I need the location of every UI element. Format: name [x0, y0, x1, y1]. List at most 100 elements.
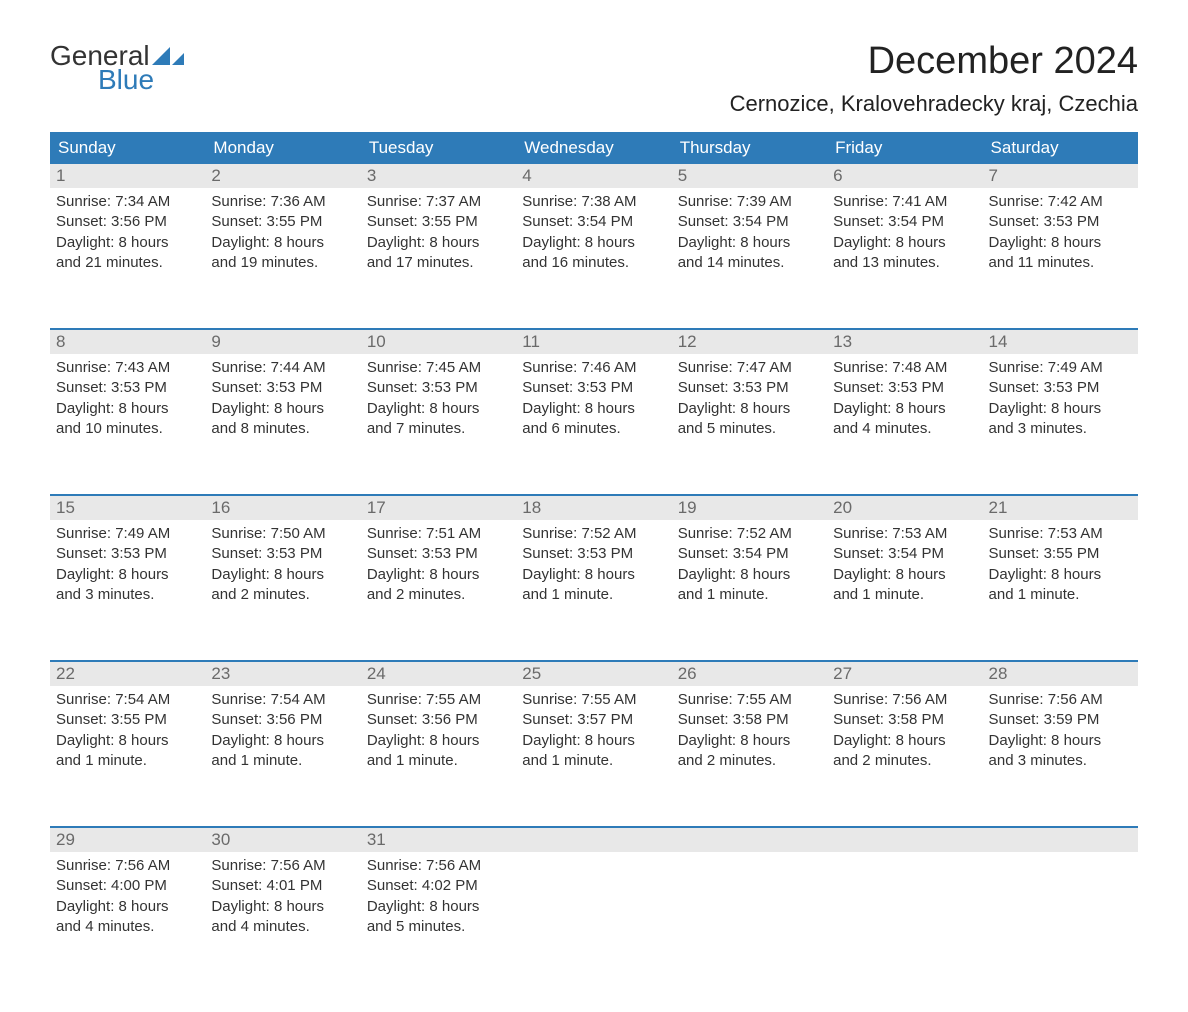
day-number: 31: [361, 828, 516, 852]
day-number: [672, 828, 827, 852]
sunset-text: Sunset: 3:53 PM: [522, 544, 665, 564]
day-content: Sunrise: 7:39 AMSunset: 3:54 PMDaylight:…: [672, 188, 827, 277]
daylight-line1: Daylight: 8 hours: [367, 731, 510, 751]
daylight-line2: and 1 minute.: [211, 751, 354, 771]
sunset-text: Sunset: 3:58 PM: [678, 710, 821, 730]
day-cell: Sunrise: 7:52 AMSunset: 3:53 PMDaylight:…: [516, 520, 671, 640]
day-number: 2: [205, 164, 360, 188]
daylight-line2: and 3 minutes.: [989, 419, 1132, 439]
daylight-line2: and 1 minute.: [522, 751, 665, 771]
week-row: 15161718192021Sunrise: 7:49 AMSunset: 3:…: [50, 494, 1138, 640]
day-content: Sunrise: 7:44 AMSunset: 3:53 PMDaylight:…: [205, 354, 360, 443]
daylight-line1: Daylight: 8 hours: [211, 897, 354, 917]
logo-arrow-icon: [152, 43, 184, 70]
day-cell: [983, 852, 1138, 972]
day-number: 25: [516, 662, 671, 686]
daylight-line1: Daylight: 8 hours: [678, 399, 821, 419]
sunrise-text: Sunrise: 7:55 AM: [367, 690, 510, 710]
daylight-line2: and 1 minute.: [367, 751, 510, 771]
daylight-line1: Daylight: 8 hours: [367, 897, 510, 917]
daylight-line1: Daylight: 8 hours: [211, 731, 354, 751]
daylight-line2: and 16 minutes.: [522, 253, 665, 273]
day-cell: Sunrise: 7:45 AMSunset: 3:53 PMDaylight:…: [361, 354, 516, 474]
day-number: [983, 828, 1138, 852]
day-cell: Sunrise: 7:53 AMSunset: 3:54 PMDaylight:…: [827, 520, 982, 640]
daylight-line1: Daylight: 8 hours: [522, 565, 665, 585]
daylight-line1: Daylight: 8 hours: [522, 233, 665, 253]
day-content: Sunrise: 7:41 AMSunset: 3:54 PMDaylight:…: [827, 188, 982, 277]
daylight-line1: Daylight: 8 hours: [833, 565, 976, 585]
logo-text-blue: Blue: [98, 64, 154, 96]
header: General Blue December 2024 Cernozice, Kr…: [50, 40, 1138, 117]
daylight-line1: Daylight: 8 hours: [989, 399, 1132, 419]
week-number-row: 1234567: [50, 164, 1138, 188]
day-cell: [672, 852, 827, 972]
day-number: 28: [983, 662, 1138, 686]
daylight-line2: and 4 minutes.: [56, 917, 199, 937]
day-cell: Sunrise: 7:43 AMSunset: 3:53 PMDaylight:…: [50, 354, 205, 474]
daylight-line2: and 1 minute.: [833, 585, 976, 605]
day-number: 14: [983, 330, 1138, 354]
day-number: 3: [361, 164, 516, 188]
daylight-line1: Daylight: 8 hours: [56, 399, 199, 419]
sunset-text: Sunset: 3:55 PM: [367, 212, 510, 232]
daylight-line2: and 5 minutes.: [367, 917, 510, 937]
sunrise-text: Sunrise: 7:56 AM: [989, 690, 1132, 710]
sunset-text: Sunset: 3:54 PM: [678, 212, 821, 232]
daylight-line1: Daylight: 8 hours: [522, 731, 665, 751]
sunset-text: Sunset: 3:54 PM: [522, 212, 665, 232]
sunrise-text: Sunrise: 7:53 AM: [833, 524, 976, 544]
day-header-tuesday: Tuesday: [361, 132, 516, 164]
day-header-monday: Monday: [205, 132, 360, 164]
sunset-text: Sunset: 3:53 PM: [56, 544, 199, 564]
daylight-line2: and 2 minutes.: [211, 585, 354, 605]
day-header-thursday: Thursday: [672, 132, 827, 164]
sunset-text: Sunset: 3:53 PM: [678, 378, 821, 398]
day-content: Sunrise: 7:52 AMSunset: 3:54 PMDaylight:…: [672, 520, 827, 609]
day-header-friday: Friday: [827, 132, 982, 164]
day-number: 17: [361, 496, 516, 520]
week-number-row: 891011121314: [50, 330, 1138, 354]
day-cell: Sunrise: 7:56 AMSunset: 3:58 PMDaylight:…: [827, 686, 982, 806]
day-content: Sunrise: 7:54 AMSunset: 3:56 PMDaylight:…: [205, 686, 360, 775]
day-content: Sunrise: 7:48 AMSunset: 3:53 PMDaylight:…: [827, 354, 982, 443]
week-row: 1234567Sunrise: 7:34 AMSunset: 3:56 PMDa…: [50, 164, 1138, 308]
day-content: Sunrise: 7:49 AMSunset: 3:53 PMDaylight:…: [50, 520, 205, 609]
day-number: 13: [827, 330, 982, 354]
daylight-line1: Daylight: 8 hours: [211, 399, 354, 419]
daylight-line1: Daylight: 8 hours: [56, 731, 199, 751]
sunrise-text: Sunrise: 7:50 AM: [211, 524, 354, 544]
daylight-line2: and 19 minutes.: [211, 253, 354, 273]
sunset-text: Sunset: 4:00 PM: [56, 876, 199, 896]
day-content: Sunrise: 7:36 AMSunset: 3:55 PMDaylight:…: [205, 188, 360, 277]
day-cell: Sunrise: 7:55 AMSunset: 3:57 PMDaylight:…: [516, 686, 671, 806]
week-body-row: Sunrise: 7:54 AMSunset: 3:55 PMDaylight:…: [50, 686, 1138, 806]
daylight-line1: Daylight: 8 hours: [833, 399, 976, 419]
day-number: 21: [983, 496, 1138, 520]
daylight-line2: and 14 minutes.: [678, 253, 821, 273]
day-number: 16: [205, 496, 360, 520]
day-content: Sunrise: 7:54 AMSunset: 3:55 PMDaylight:…: [50, 686, 205, 775]
logo: General Blue: [50, 40, 184, 96]
sunrise-text: Sunrise: 7:56 AM: [211, 856, 354, 876]
day-number: 23: [205, 662, 360, 686]
day-cell: Sunrise: 7:42 AMSunset: 3:53 PMDaylight:…: [983, 188, 1138, 308]
week-number-row: 15161718192021: [50, 496, 1138, 520]
day-content: Sunrise: 7:56 AMSunset: 3:58 PMDaylight:…: [827, 686, 982, 775]
day-content: Sunrise: 7:56 AMSunset: 4:01 PMDaylight:…: [205, 852, 360, 941]
day-content: Sunrise: 7:38 AMSunset: 3:54 PMDaylight:…: [516, 188, 671, 277]
week-row: 293031Sunrise: 7:56 AMSunset: 4:00 PMDay…: [50, 826, 1138, 972]
day-cell: Sunrise: 7:47 AMSunset: 3:53 PMDaylight:…: [672, 354, 827, 474]
day-header-saturday: Saturday: [983, 132, 1138, 164]
day-cell: Sunrise: 7:46 AMSunset: 3:53 PMDaylight:…: [516, 354, 671, 474]
sunrise-text: Sunrise: 7:55 AM: [678, 690, 821, 710]
day-cell: Sunrise: 7:44 AMSunset: 3:53 PMDaylight:…: [205, 354, 360, 474]
daylight-line2: and 2 minutes.: [833, 751, 976, 771]
calendar: Sunday Monday Tuesday Wednesday Thursday…: [50, 132, 1138, 972]
day-cell: Sunrise: 7:56 AMSunset: 4:02 PMDaylight:…: [361, 852, 516, 972]
day-content: Sunrise: 7:43 AMSunset: 3:53 PMDaylight:…: [50, 354, 205, 443]
daylight-line1: Daylight: 8 hours: [833, 233, 976, 253]
day-number: 24: [361, 662, 516, 686]
daylight-line2: and 3 minutes.: [989, 751, 1132, 771]
sunrise-text: Sunrise: 7:46 AM: [522, 358, 665, 378]
